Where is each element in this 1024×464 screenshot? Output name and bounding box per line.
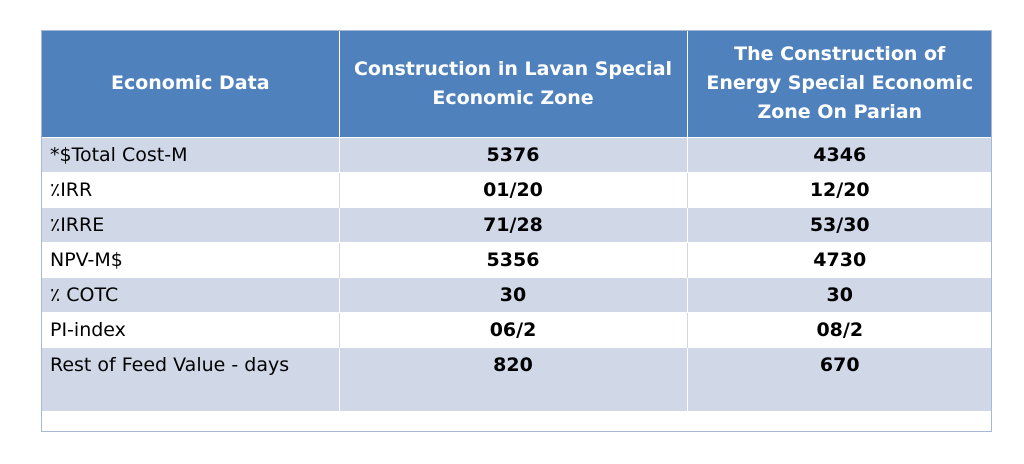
table-row: Rest of Feed Value - days 820 670: [42, 346, 992, 411]
parian-value: 30: [686, 276, 992, 312]
row-label: ٪ COTC: [42, 276, 339, 312]
parian-value: 08/2: [686, 311, 992, 347]
table-row: ٪IRR 01/20 12/20: [42, 171, 992, 207]
table-row: *$Total Cost-M 5376 4346: [42, 136, 992, 172]
lavan-value: 5356: [338, 241, 687, 277]
row-label: *$Total Cost-M: [42, 136, 339, 172]
parian-value: 53/30: [686, 206, 992, 242]
lavan-value: 5376: [338, 136, 687, 172]
header-parian: The Construction of Energy Special Econo…: [686, 31, 992, 137]
lavan-value: 01/20: [338, 171, 687, 207]
economic-data-table-container: Economic Data Construction in Lavan Spec…: [42, 31, 992, 411]
parian-value: 4730: [686, 241, 992, 277]
economic-data-table: Economic Data Construction in Lavan Spec…: [42, 31, 992, 411]
lavan-value: 30: [338, 276, 687, 312]
lavan-value: 820: [338, 346, 687, 411]
header-economic-data: Economic Data: [42, 31, 339, 137]
row-label: Rest of Feed Value - days: [42, 346, 339, 411]
table-row: NPV-M$ 5356 4730: [42, 241, 992, 277]
lavan-value: 71/28: [338, 206, 687, 242]
header-lavan: Construction in Lavan Special Economic Z…: [338, 31, 687, 137]
table-row: ٪ COTC 30 30: [42, 276, 992, 312]
table-header-row: Economic Data Construction in Lavan Spec…: [42, 31, 992, 137]
parian-value: 670: [686, 346, 992, 411]
parian-value: 4346: [686, 136, 992, 172]
row-label: PI-index: [42, 311, 339, 347]
row-label: NPV-M$: [42, 241, 339, 277]
row-label: ٪IRRE: [42, 206, 339, 242]
lavan-value: 06/2: [338, 311, 687, 347]
table-row: ٪IRRE 71/28 53/30: [42, 206, 992, 242]
table-row: PI-index 06/2 08/2: [42, 311, 992, 347]
parian-value: 12/20: [686, 171, 992, 207]
row-label: ٪IRR: [42, 171, 339, 207]
